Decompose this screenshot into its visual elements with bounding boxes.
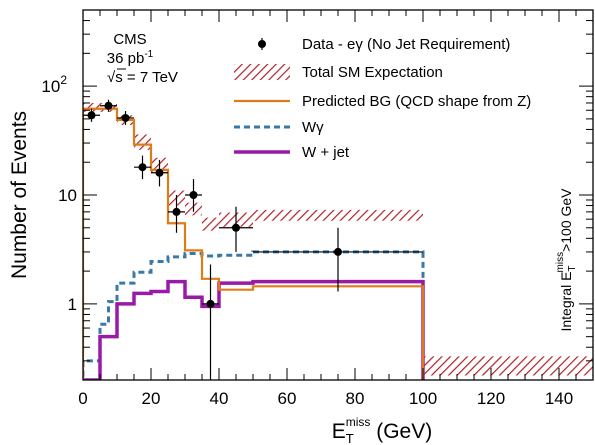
wjet-histogram bbox=[83, 279, 425, 380]
x-axis-label-unit: (GeV) bbox=[370, 420, 432, 443]
data-point-7 bbox=[202, 264, 219, 380]
integral-label-prefix: Integral E bbox=[558, 272, 574, 332]
data-point-3 bbox=[134, 155, 151, 180]
x-tick-label-0: 0 bbox=[78, 389, 87, 408]
legend-entry-wgamma: Wγ bbox=[234, 119, 324, 136]
legend-entry-data: Data - eγ (No Jet Requirement) bbox=[258, 36, 510, 53]
x-tick-label-40: 40 bbox=[210, 389, 229, 408]
y-tick-label-10: 10 bbox=[58, 186, 77, 205]
x-tick-label-80: 80 bbox=[346, 389, 365, 408]
legend: Data - eγ (No Jet Requirement) Total SM … bbox=[234, 36, 531, 161]
lumi-value: 36 pb bbox=[107, 50, 145, 67]
total-band-bin-0 bbox=[83, 102, 100, 112]
data-points bbox=[83, 99, 423, 380]
x-tick-label-140: 140 bbox=[545, 389, 573, 408]
legend-label-predbg: Predicted BG (QCD shape from Z) bbox=[302, 93, 531, 110]
cms-annotation: CMS 36 pb-1 √s = 7 TeV bbox=[107, 31, 178, 86]
x-axis-label-sup: miss bbox=[346, 415, 371, 429]
data-point-marker bbox=[334, 247, 342, 256]
x-tick-label-100: 100 bbox=[409, 389, 437, 408]
total-band-bin-3 bbox=[134, 134, 151, 150]
data-point-marker bbox=[87, 111, 96, 120]
data-point-marker bbox=[232, 223, 240, 232]
axis-ticks bbox=[82, 9, 593, 381]
integral-label-suffix: >100 GeV bbox=[558, 188, 574, 252]
x-tick-label-120: 120 bbox=[477, 389, 505, 408]
legend-label-data: Data - eγ (No Jet Requirement) bbox=[302, 36, 510, 53]
predbg-line bbox=[83, 107, 425, 380]
x-tick-label-60: 60 bbox=[278, 389, 297, 408]
data-point-marker bbox=[172, 207, 181, 216]
legend-entry-total: Total SM Expectation bbox=[234, 64, 443, 81]
axis-tick-labels: 0 20 40 60 80 100 120 140 1 10 102 bbox=[41, 73, 573, 408]
data-point-marker bbox=[206, 299, 215, 308]
x-axis-label: ETmiss (GeV) bbox=[332, 415, 432, 445]
y-axis-label: Number of Events bbox=[8, 111, 31, 279]
predicted-bg-histogram bbox=[83, 107, 425, 380]
legend-label-wjet: W + jet bbox=[302, 144, 350, 161]
energy-value: s = 7 TeV bbox=[115, 69, 178, 86]
total-sm-expectation-band bbox=[83, 102, 593, 376]
data-point-marker bbox=[189, 191, 198, 199]
legend-entry-wjet: W + jet bbox=[234, 144, 350, 161]
data-point-2 bbox=[117, 111, 134, 125]
legend-label-wgamma: Wγ bbox=[302, 119, 324, 136]
lumi-label: 36 pb-1 bbox=[107, 49, 154, 67]
data-point-9 bbox=[253, 227, 423, 292]
data-point-1 bbox=[100, 99, 117, 112]
total-band-bin-7 bbox=[202, 217, 219, 231]
data-point-0 bbox=[83, 108, 100, 122]
x-axis-label-main: E bbox=[332, 420, 346, 443]
x-axis-label-sub: T bbox=[346, 431, 354, 445]
data-point-4 bbox=[151, 159, 168, 187]
energy-label: √s = 7 TeV bbox=[107, 69, 178, 86]
y-tick-label-100: 102 bbox=[41, 73, 67, 96]
data-point-marker bbox=[138, 163, 147, 172]
y-tick-label-1: 1 bbox=[68, 295, 77, 314]
integral-label-sup: miss bbox=[555, 252, 566, 273]
data-point-marker bbox=[155, 168, 164, 177]
data-point-6 bbox=[185, 179, 202, 212]
x-tick-label-20: 20 bbox=[142, 389, 161, 408]
data-point-marker bbox=[121, 113, 130, 122]
data-point-5 bbox=[168, 195, 185, 233]
legend-entry-predbg: Predicted BG (QCD shape from Z) bbox=[234, 93, 531, 110]
sqrt-symbol: √ bbox=[107, 69, 116, 86]
integral-label: Integral ETmiss>100 GeV bbox=[555, 188, 578, 332]
legend-label-total: Total SM Expectation bbox=[302, 64, 443, 81]
lumi-exponent: -1 bbox=[144, 49, 153, 60]
integral-label-sub: T bbox=[567, 265, 578, 271]
wjet-line bbox=[83, 279, 425, 380]
cms-label: CMS bbox=[113, 31, 146, 48]
data-point-8 bbox=[219, 206, 253, 252]
total-band-bin-9 bbox=[253, 209, 423, 221]
data-point-marker bbox=[104, 101, 113, 110]
total-band-bin-10 bbox=[423, 356, 593, 376]
